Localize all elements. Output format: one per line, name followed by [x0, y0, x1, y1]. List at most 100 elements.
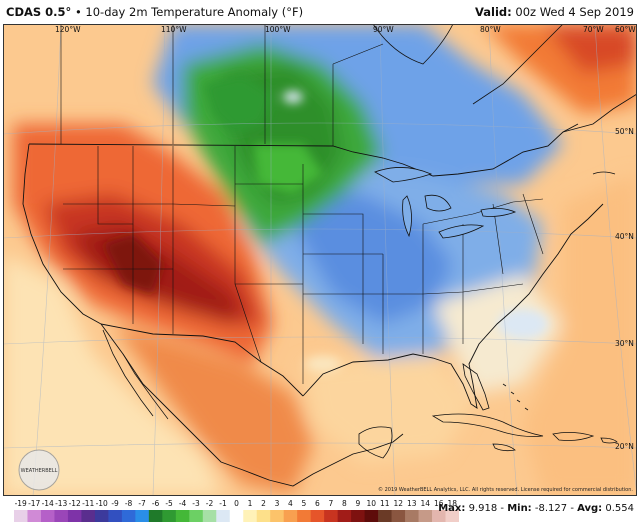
legend-swatch [364, 510, 379, 522]
color-legend: -19 -17 -14 -13 -12 -11 -10 -9 -8 -7 -6 -5 -4 -3 -2 -1 0… [14, 499, 459, 522]
legend-swatch [310, 510, 325, 522]
legend-swatch [162, 510, 177, 522]
legend-swatch [27, 510, 42, 522]
us-canada-border [28, 123, 579, 177]
legend-swatch [351, 510, 365, 522]
legend-swatch [283, 510, 298, 522]
anomaly-map: 120°W 110°W 100°W 90°W 80°W 70°W 60°W 50… [3, 24, 637, 496]
min-label: Min: [507, 503, 532, 514]
gulf-coastline [302, 203, 604, 409]
min-value: -8.127 [534, 503, 568, 514]
political-boundaries [22, 24, 637, 487]
legend-tick-label: -4 [179, 499, 187, 508]
avg-label: Avg: [577, 503, 603, 514]
legend-swatch [135, 510, 150, 522]
legend-swatch [418, 510, 433, 522]
us-mexico-border [100, 323, 304, 397]
lat-label-40n: 40°N [615, 232, 634, 241]
legend-tick-label: 9 [356, 499, 361, 508]
stats-summary: Max: 9.918 - Min: -8.127 - Avg: 0.554 [438, 503, 634, 514]
legend-tick-label: 10 [367, 499, 377, 508]
max-label: Max: [438, 503, 466, 514]
max-value: 9.918 [468, 503, 498, 514]
legend-tick-label: -2 [206, 499, 214, 508]
legend-tick-label: 16 [434, 499, 444, 508]
lon-label-100w: 100°W [265, 25, 291, 34]
legend-swatch [432, 510, 446, 522]
legend-tick-label: -8 [125, 499, 133, 508]
west-coastline [22, 143, 102, 325]
legend-swatch [297, 510, 312, 522]
legend-swatch [243, 510, 258, 522]
legend-swatches [14, 510, 459, 522]
legend-tick-label: 4 [288, 499, 293, 508]
longitude-labels: 120°W 110°W 100°W 90°W 80°W 70°W 60°W [55, 25, 636, 34]
map-title: CDAS 0.5° • 10-day 2m Temperature Anomal… [6, 5, 303, 19]
cuba-outline [431, 413, 544, 437]
legend-tick-label: -9 [111, 499, 119, 508]
title-bar: CDAS 0.5° • 10-day 2m Temperature Anomal… [0, 0, 640, 24]
lon-label-120w: 120°W [55, 25, 81, 34]
legend-tick-label: 7 [329, 499, 334, 508]
legend-tick-label: 6 [315, 499, 320, 508]
legend-swatch [270, 510, 285, 522]
latitude-labels: 50°N 40°N 30°N 20°N [615, 127, 634, 451]
legend-swatch [54, 510, 69, 522]
legend-swatch [216, 510, 231, 522]
legend-swatch [67, 510, 82, 522]
legend-tick-label: 11 [380, 499, 390, 508]
product-name: CDAS 0.5° [6, 5, 72, 19]
legend-swatch [189, 510, 204, 522]
legend-tick-label: -12 [69, 499, 81, 508]
legend-tick-label: 3 [275, 499, 280, 508]
legend-tick-label: -7 [138, 499, 146, 508]
legend-tick-label: -14 [42, 499, 54, 508]
lon-label-70w: 70°W [583, 25, 604, 34]
legend-swatch [148, 510, 163, 522]
avg-value: 0.554 [605, 503, 634, 514]
lon-label-110w: 110°W [161, 25, 187, 34]
legend-swatch [108, 510, 123, 522]
lat-label-30n: 30°N [615, 339, 634, 348]
legend-tick-label: 0 [234, 499, 239, 508]
legend-swatch [121, 510, 136, 522]
legend-tick-label: 18 [448, 499, 458, 508]
legend-tick-label: -3 [192, 499, 200, 508]
weatherbell-logo: WEATHERBELL [18, 449, 60, 491]
legend-tick-label: -5 [165, 499, 173, 508]
legend-swatch [256, 510, 271, 522]
lat-label-50n: 50°N [615, 127, 634, 136]
mexico-warm-region [113, 324, 313, 494]
florida-outline [462, 363, 490, 411]
legend-swatch [445, 510, 459, 522]
map-credit: © 2019 WeatherBELL Analytics, LLC. All r… [378, 486, 633, 493]
legend-swatch [229, 510, 244, 522]
legend-tick-label: -6 [152, 499, 160, 508]
legend-swatch [324, 510, 339, 522]
legend-tick-label: 13 [407, 499, 417, 508]
mexico-coastline [100, 323, 404, 487]
legend-swatch [405, 510, 419, 522]
legend-tick-label: 1 [248, 499, 253, 508]
legend-tick-label: -1 [219, 499, 227, 508]
pacific-anomaly [3, 254, 223, 496]
lon-label-60w: 60°W [615, 25, 636, 34]
logo-text: WEATHERBELL [21, 468, 58, 474]
legend-tick-label: -10 [96, 499, 108, 508]
legend-swatch [14, 510, 28, 522]
lon-label-90w: 90°W [373, 25, 394, 34]
gulf-warm-region [303, 354, 473, 464]
legend-tick-label: -11 [82, 499, 94, 508]
product-description: 10-day 2m Temperature Anomaly (°F) [85, 5, 304, 19]
valid-time: Valid: 00z Wed 4 Sep 2019 [475, 5, 634, 19]
valid-value: 00z Wed 4 Sep 2019 [515, 5, 634, 19]
legend-tick-label: 2 [261, 499, 266, 508]
lat-label-20n: 20°N [615, 442, 634, 451]
legend-swatch [391, 510, 406, 522]
legend-tick-label: -19 [15, 499, 27, 508]
legend-tick-label: 8 [342, 499, 347, 508]
title-separator: • [74, 5, 82, 19]
legend-swatch [40, 510, 55, 522]
legend-tick-label: 12 [394, 499, 404, 508]
legend-ticks: -19 -17 -14 -13 -12 -11 -10 -9 -8 -7 -6 -5 -4 -3 -2 -1 0… [15, 499, 458, 508]
